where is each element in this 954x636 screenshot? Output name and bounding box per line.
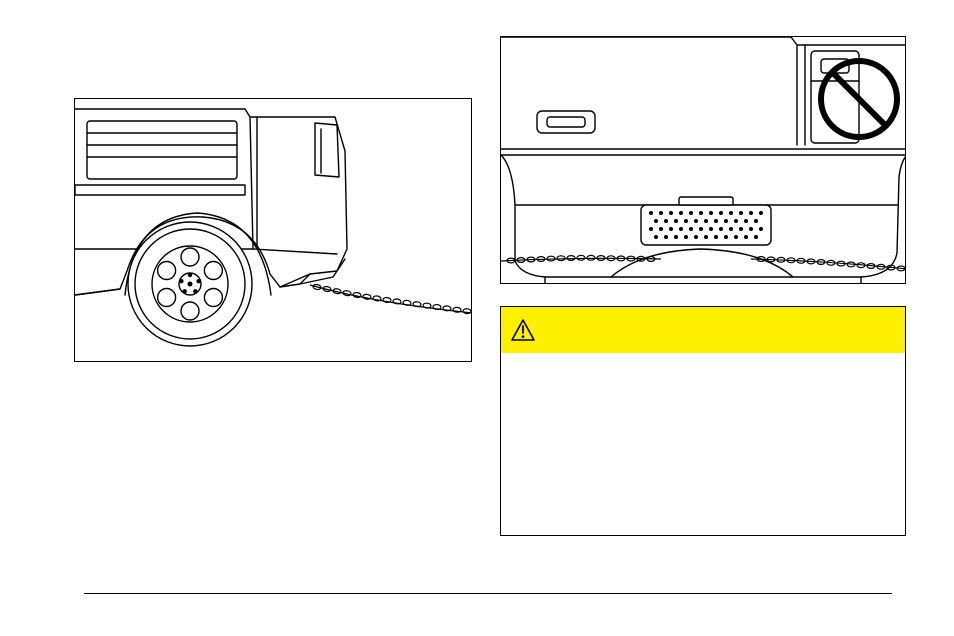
figure-right-panel xyxy=(500,36,906,284)
caution-callout xyxy=(500,306,906,536)
page-bottom-rule xyxy=(84,593,892,594)
bumper-chain-prohibited-illustration xyxy=(501,37,906,284)
figure-left-panel xyxy=(74,98,472,362)
caution-header xyxy=(501,307,905,353)
manual-page xyxy=(0,0,954,636)
caution-body xyxy=(501,353,905,373)
warning-triangle-icon xyxy=(511,319,535,341)
suv-rear-quarter-illustration xyxy=(75,99,472,362)
